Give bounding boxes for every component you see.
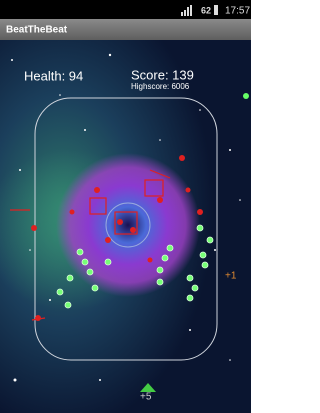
points-popup: +1 [225,271,237,282]
screen: 62 17:57 BeatTheBeat Health: 94 Score: 1… [0,0,251,413]
points-popup: +5 [140,392,152,403]
vortex [56,153,200,297]
page: 62 17:57 BeatTheBeat Health: 94 Score: 1… [0,0,251,413]
green-dot [243,93,249,99]
app-title: BeatTheBeat [6,25,68,36]
status-bar [0,0,251,19]
score: Score: 139 [131,67,194,82]
health: Health: 94 [24,68,83,83]
highscore: Highscore: 6006 [131,82,190,91]
clock: 17:57 [225,6,250,17]
battery-level: 62 [201,5,211,15]
battery-icon [214,5,218,15]
